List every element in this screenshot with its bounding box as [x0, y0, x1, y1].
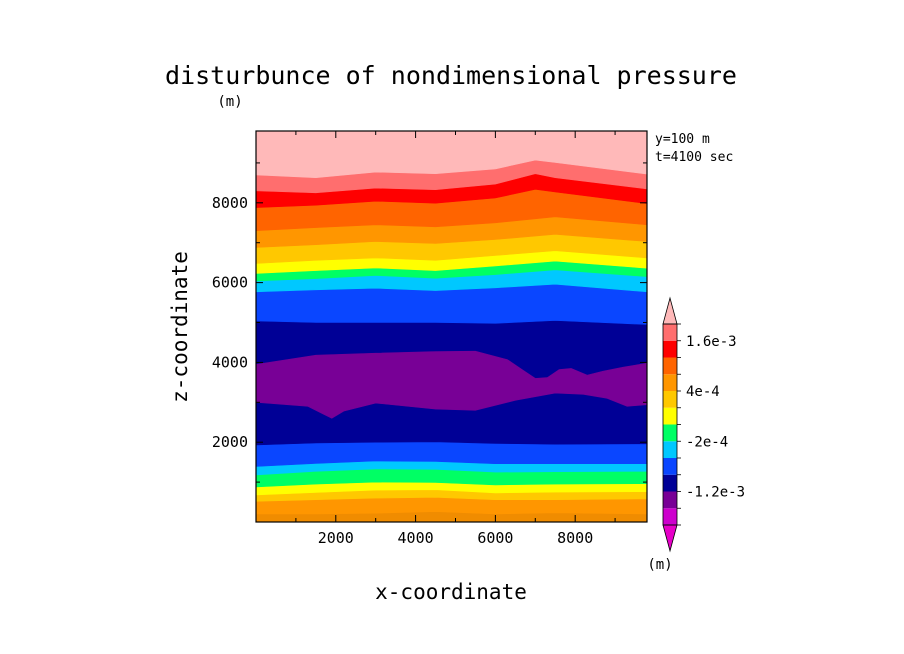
- plot-frame: [255, 130, 648, 523]
- x-axis-label: x-coordinate: [375, 580, 527, 604]
- x-tick-label: 4000: [398, 529, 434, 547]
- colorbar-cell: [663, 508, 677, 525]
- contour-band: [256, 350, 647, 419]
- slice-position-text: y=100 m: [655, 132, 710, 147]
- contour-band: [256, 131, 647, 179]
- colorbar-cell: [663, 324, 677, 341]
- colorbar-unit: (m): [647, 557, 672, 573]
- colorbar-tick-label: -1.2e-3: [686, 485, 745, 501]
- colorbar-tick-label: 1.6e-3: [686, 334, 737, 350]
- colorbar-cell: [663, 474, 677, 492]
- chart-title: disturbunce of nondimensional pressure: [165, 61, 737, 90]
- colorbar-cell: [663, 407, 677, 425]
- x-tick-label: 8000: [557, 529, 593, 547]
- y-tick-label: 6000: [212, 274, 248, 292]
- colorbar-tick-label: 4e-4: [686, 384, 720, 400]
- colorbar-cell: [663, 340, 677, 358]
- y-axis-unit: (m): [217, 94, 242, 110]
- colorbar-cell: [663, 357, 677, 375]
- colorbar-tick-label: -2e-4: [686, 434, 728, 450]
- colorbar-cell: [663, 391, 677, 408]
- colorbar-cell: [663, 441, 677, 458]
- colorbar-cell: [663, 374, 677, 391]
- colorbar-under-arrow: [662, 524, 678, 553]
- y-tick-label: 4000: [212, 353, 248, 371]
- y-axis-ticks: 2000 4000 6000 8000: [212, 162, 647, 483]
- colorbar-cell: [663, 424, 677, 442]
- x-tick-label: 2000: [318, 529, 354, 547]
- y-axis-label: z-coordinate: [168, 251, 192, 403]
- x-axis-ticks: 2000 4000 6000 8000: [295, 131, 616, 547]
- colorbar-cell: [663, 458, 677, 475]
- colorbar-over-arrow: [662, 296, 678, 325]
- x-tick-label: 6000: [477, 529, 513, 547]
- y-tick-label: 8000: [212, 194, 248, 212]
- colorbar-cell: [663, 491, 677, 509]
- colorbar: 1.6e-3 4e-4 -2e-4 -1.2e-3: [662, 296, 745, 553]
- y-tick-label: 2000: [212, 433, 248, 451]
- contour-bands: [256, 131, 647, 522]
- time-text: t=4100 sec: [655, 150, 733, 165]
